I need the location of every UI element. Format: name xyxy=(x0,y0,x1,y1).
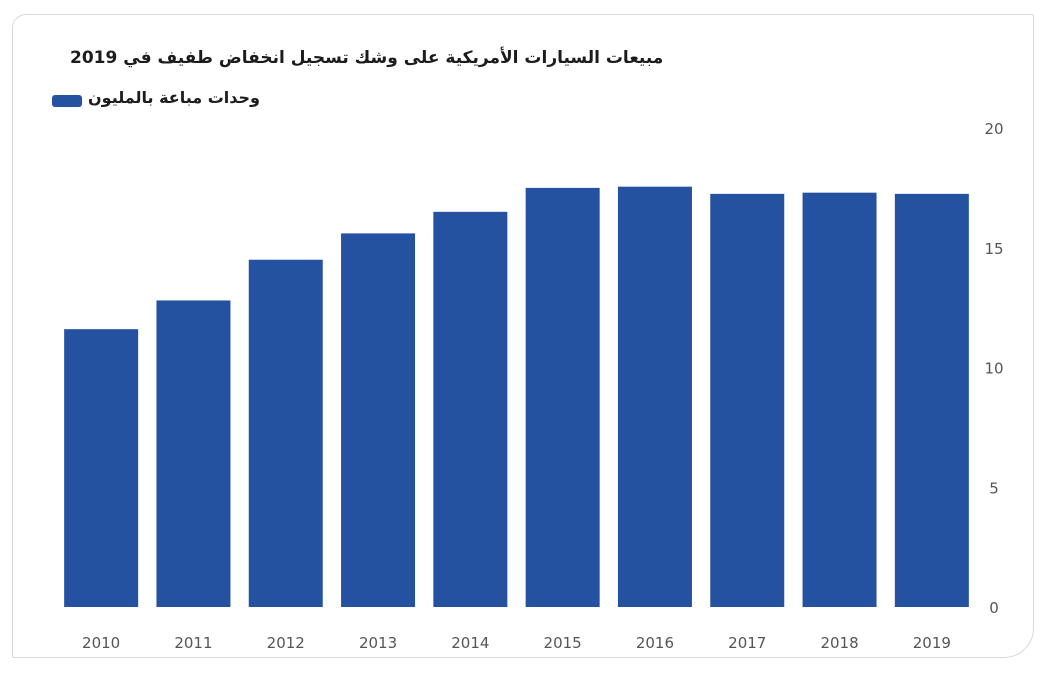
x-tick-label: 2013 xyxy=(359,634,397,652)
chart-legend: وحدات مباعة بالمليون xyxy=(52,88,260,107)
x-tick-label: 2019 xyxy=(913,634,951,652)
bar-2012 xyxy=(248,259,323,607)
y-tick-label: 0 xyxy=(989,599,999,617)
y-tick-label: 20 xyxy=(984,120,1003,138)
bar-2015 xyxy=(525,187,600,607)
x-tick-label: 2011 xyxy=(174,634,212,652)
bar-2016 xyxy=(617,186,692,608)
bar-2011 xyxy=(156,300,231,607)
x-tick-label: 2010 xyxy=(82,634,120,652)
legend-label: وحدات مباعة بالمليون xyxy=(88,88,260,107)
bar-2013 xyxy=(341,233,416,607)
x-tick-label: 2015 xyxy=(544,634,582,652)
bar-2017 xyxy=(710,193,785,608)
x-tick-label: 2017 xyxy=(728,634,766,652)
x-tick-label: 2014 xyxy=(451,634,489,652)
bar-2018 xyxy=(802,192,877,608)
x-tick-label: 2012 xyxy=(267,634,305,652)
chart-title: مبيعات السيارات الأمريكية على وشك تسجيل … xyxy=(70,48,664,68)
x-tick-label: 2018 xyxy=(820,634,858,652)
y-axis: 0 5 10 15 20 xyxy=(984,120,1003,617)
bar-2014 xyxy=(433,211,508,607)
bar-2019 xyxy=(894,193,969,608)
y-tick-label: 5 xyxy=(989,479,999,497)
x-axis: 2010 2011 2012 2013 2014 2015 2016 2017 2018 2019 xyxy=(82,634,951,652)
legend-swatch xyxy=(52,94,82,107)
x-tick-label: 2016 xyxy=(636,634,674,652)
y-tick-label: 10 xyxy=(984,360,1003,378)
bars-group xyxy=(64,186,969,608)
y-tick-label: 15 xyxy=(984,240,1003,258)
bar-2010 xyxy=(64,329,139,607)
